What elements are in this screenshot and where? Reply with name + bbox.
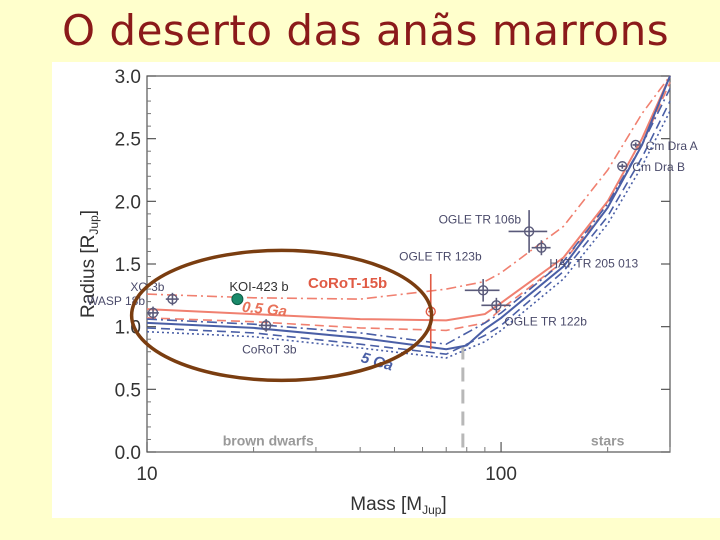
data-point: [147, 307, 159, 319]
x-tick-label: 10: [136, 464, 157, 485]
koi-423b-point: [231, 293, 244, 306]
chart-figure: 0.0 0.5 1.0 1.5 2.0 2.5 3.0 10 100 Mass [MJup] Rad…: [52, 62, 720, 518]
curve-label-0-5ga: 0.5 Ga: [241, 299, 288, 321]
point-label: OGLE TR 106b: [439, 212, 522, 226]
series-line-6: [146, 100, 671, 356]
series-line-2: [146, 75, 671, 300]
y-tick-label: 1.5: [115, 255, 141, 276]
highlight-label: CoRoT-15b: [308, 275, 387, 292]
point-label: Cm Dra A: [646, 139, 698, 153]
series-line-3: [146, 81, 671, 332]
point-label: Cm Dra B: [632, 160, 685, 174]
y-tick-label: 0.5: [115, 380, 141, 401]
y-axis-label: Radius [RJup]: [78, 210, 101, 318]
data-point: [523, 226, 535, 237]
series-line-1: [146, 75, 671, 322]
data-point: [491, 300, 502, 311]
data-point: [260, 320, 272, 331]
y-tick-label: 2.5: [115, 130, 141, 151]
koi-423b-label: KOI-423 b: [229, 279, 288, 294]
data-point: [617, 161, 628, 172]
highlight-ellipse: [129, 248, 434, 383]
y-tick-label: 2.0: [115, 192, 141, 213]
series-line-7: [146, 110, 671, 359]
region-label-brown-dwarfs: brown dwarfs: [223, 432, 314, 448]
x-tick-label: 100: [485, 464, 517, 485]
y-tick-label: 3.0: [115, 67, 141, 88]
point-label: OGLE TR 122b: [504, 314, 587, 328]
data-point: [167, 293, 178, 305]
point-label: HAT TR 205 013: [549, 257, 638, 271]
region-label-stars: stars: [591, 432, 625, 448]
x-axis-label: Mass [MJup]: [350, 494, 446, 517]
point-label: OGLE TR 123b: [399, 249, 482, 263]
point-label: CoRoT 3b: [242, 342, 297, 356]
series-line-5: [146, 88, 671, 346]
data-point: [630, 139, 641, 151]
point-label: WASP 18b: [87, 294, 145, 308]
slide-title: O deserto das anãs marrons: [62, 6, 670, 55]
y-tick-label: 0.0: [115, 443, 141, 464]
series-line-4: [146, 75, 671, 351]
data-point: [536, 242, 547, 253]
data-point: [477, 285, 489, 296]
